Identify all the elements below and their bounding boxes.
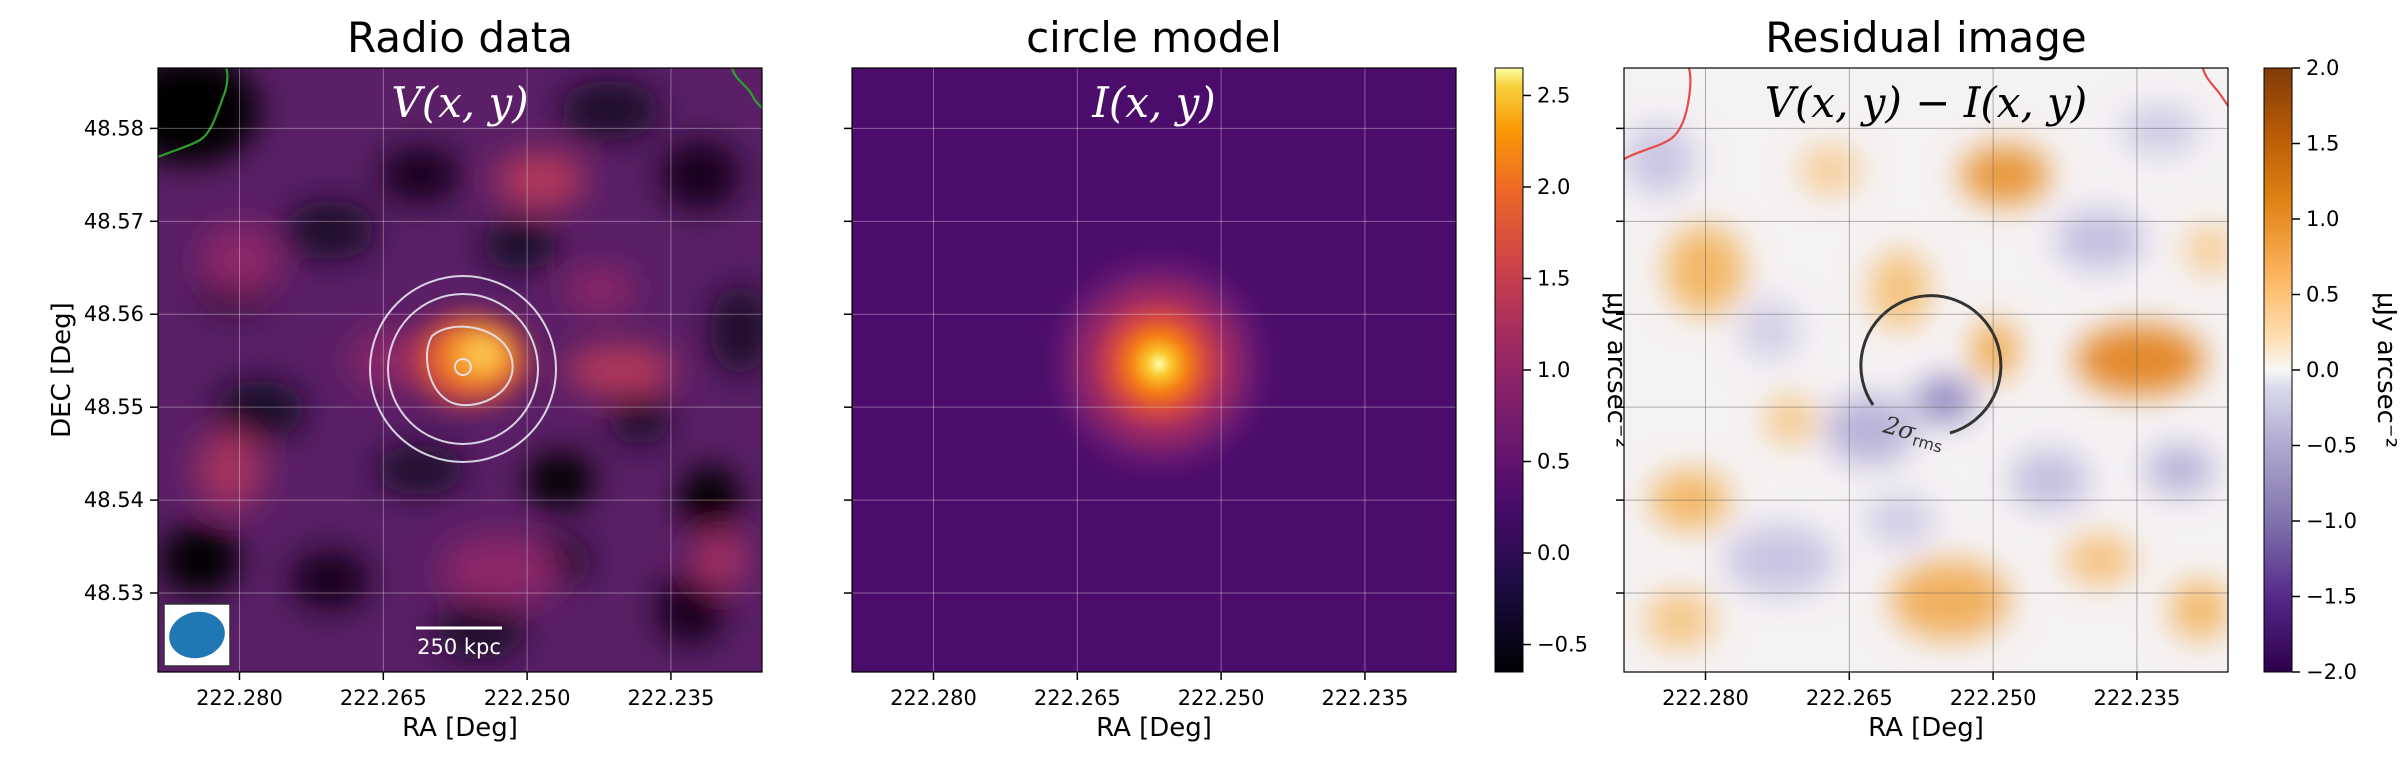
panel2-grid [852,68,1456,672]
colorbar-inferno [1494,67,1524,673]
panel1-ticks: 222.280 222.265 222.250 222.235 48.58 48.57 48… [84,116,714,710]
y-tick-label: 48.56 [84,302,144,326]
panel-residual-image: Residual image [1616,13,2400,743]
colorbar-tick-label: 0.0 [2306,358,2339,382]
beam-ellipse [169,611,225,659]
panel1-xlabel: RA [Deg] [402,713,518,743]
green-contour-right [730,68,762,109]
colorbar-residual-label: μJy arcsec⁻² [2371,292,2400,448]
panel2-annotation: I(x, y) [1091,78,1215,127]
panel1-annotation: V(x, y) [391,78,528,127]
colorbar-inferno-ticks: 2.5 2.0 1.5 1.0 0.5 0.0 −0.5 [1523,83,1588,657]
colorbar-tick-label: −2.0 [2306,660,2357,684]
x-tick-label: 222.265 [1806,686,1893,710]
scalebar-label: 250 kpc [417,635,501,659]
colorbar-tick-label: 1.0 [1537,358,1570,382]
colorbar-tick-label: 2.0 [2306,56,2339,80]
x-tick-label: 222.250 [1178,686,1265,710]
colorbar-tick-label: −0.5 [2306,434,2357,458]
colorbar-residual-ticks: 2.0 1.5 1.0 0.5 0.0 −0.5 −1.0 −1.5 −2.0 [2292,56,2357,684]
x-tick-label: 222.235 [1321,686,1408,710]
x-tick-label: 222.265 [1034,686,1121,710]
radio-image: V(x, y) 250 kpc [158,68,762,672]
residual-image: 2σrms V(x, y) − I(x, y) [1624,68,2228,672]
panel1-grid [158,68,762,672]
y-tick-label: 48.53 [84,581,144,605]
colorbar-tick-label: −1.5 [2306,585,2357,609]
y-tick-label: 48.54 [84,488,144,512]
panel3-title: Residual image [1765,13,2087,62]
colorbar-tick-label: 1.5 [1537,266,1570,290]
panel3-xlabel: RA [Deg] [1868,713,1984,743]
panel-circle-model: circle model I(x, y) 222.280 222.265 222.2… [844,13,1631,743]
y-tick-label: 48.55 [84,395,144,419]
panel2-title: circle model [1026,13,1282,62]
x-tick-label: 222.280 [196,686,283,710]
colorbar-tick-label: −0.5 [1537,633,1588,657]
panel3-ticks: 222.280 222.265 222.250 222.235 [1616,127,2180,710]
y-tick-label: 48.58 [84,116,144,140]
x-tick-label: 222.265 [340,686,427,710]
residual-2sigma-contour [1859,294,2003,435]
colorbar-tick-label: 2.0 [1537,175,1570,199]
red-contour-left [1624,68,1692,160]
x-tick-label: 222.280 [890,686,977,710]
red-contour-right [2201,68,2228,107]
panel3-frame [1623,67,2229,673]
colorbar-tick-label: 0.5 [2306,283,2339,307]
radio-contours [369,275,557,463]
colorbar-tick-label: 0.0 [1537,541,1570,565]
panel1-ylabel: DEC [Deg] [47,302,77,438]
y-tick-label: 48.57 [84,209,144,233]
panel-radio-data: Radio data [47,13,763,743]
panel2-xlabel: RA [Deg] [1096,713,1212,743]
panel3-grid [1624,68,2228,672]
colorbar-tick-label: 1.0 [2306,207,2339,231]
colorbar-tick-label: 1.5 [2306,132,2339,156]
x-tick-label: 222.235 [627,686,714,710]
panel2-ticks: 222.280 222.265 222.250 222.235 [844,127,1408,710]
colorbar-tick-label: 0.5 [1537,450,1570,474]
green-contour-left [158,68,229,159]
x-tick-label: 222.235 [2093,686,2180,710]
x-tick-label: 222.250 [484,686,571,710]
panel1-frame [157,67,763,673]
panel2-frame [851,67,1457,673]
panel1-title: Radio data [347,13,573,62]
model-source [1029,234,1289,494]
colorbar-tick-label: 2.5 [1537,83,1570,107]
x-tick-label: 222.250 [1950,686,2037,710]
colorbar-tick-label: −1.0 [2306,509,2357,533]
x-tick-label: 222.280 [1662,686,1749,710]
panel3-annotation: V(x, y) − I(x, y) [1765,78,2088,127]
colorbar-residual [2263,67,2293,673]
